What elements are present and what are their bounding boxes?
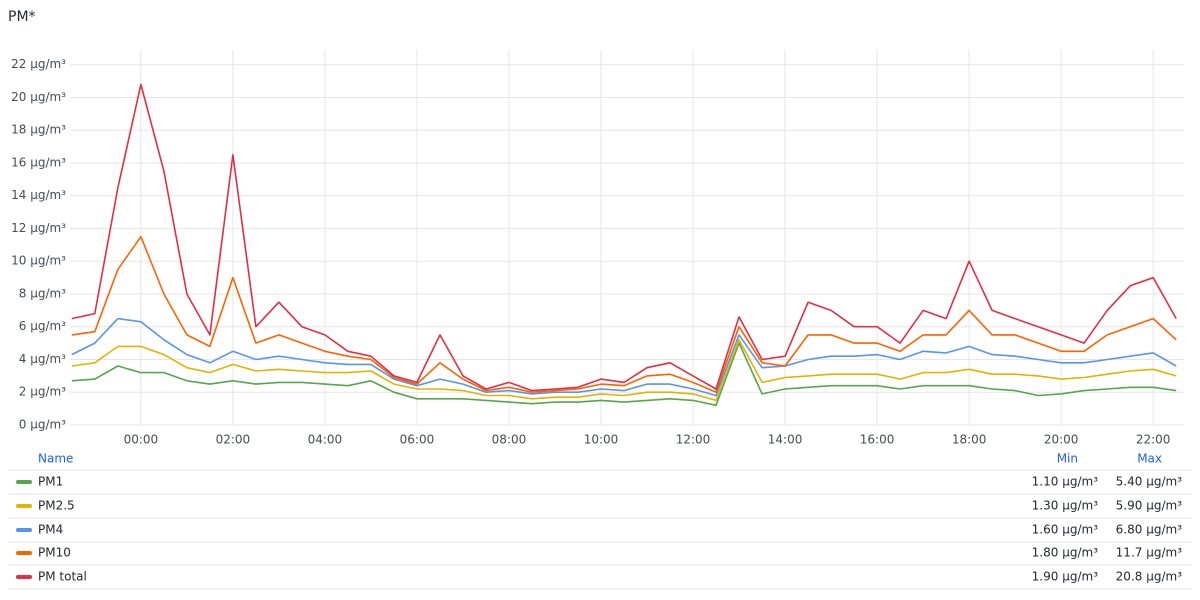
y-tick-label: 10 µg/m³ — [11, 254, 66, 268]
legend-max: 11.7 µg/m³ — [1116, 546, 1183, 560]
legend-max: 5.90 µg/m³ — [1116, 499, 1183, 513]
series-line — [71, 83, 1177, 392]
y-tick-label: 12 µg/m³ — [11, 221, 66, 235]
y-tick-label: 2 µg/m³ — [19, 385, 66, 399]
y-tick-label: 6 µg/m³ — [19, 319, 66, 333]
y-tick-label: 0 µg/m³ — [19, 418, 66, 432]
legend-header-min[interactable]: Min — [1057, 452, 1078, 466]
legend-header-max[interactable]: Max — [1137, 452, 1162, 466]
x-tick-label: 08:00 — [492, 433, 527, 447]
x-tick-label: 22:00 — [1136, 433, 1171, 447]
x-tick-label: 12:00 — [676, 433, 711, 447]
legend-name[interactable]: PM2.5 — [38, 499, 75, 513]
x-tick-label: 00:00 — [124, 433, 159, 447]
legend-name[interactable]: PM4 — [38, 523, 63, 537]
x-tick-label: 16:00 — [860, 433, 895, 447]
legend-min: 1.60 µg/m³ — [1032, 523, 1099, 537]
series-line — [71, 342, 1177, 407]
y-tick-label: 14 µg/m³ — [11, 188, 66, 202]
series-line — [71, 317, 1177, 397]
y-tick-label: 20 µg/m³ — [11, 90, 66, 104]
panel-title: PM* — [8, 9, 36, 25]
x-tick-label: 04:00 — [308, 433, 343, 447]
legend-min: 1.80 µg/m³ — [1032, 546, 1099, 560]
legend-max: 6.80 µg/m³ — [1116, 523, 1183, 537]
x-tick-label: 18:00 — [952, 433, 987, 447]
x-tick-label: 02:00 — [216, 433, 251, 447]
legend-name[interactable]: PM1 — [38, 475, 63, 489]
legend-max: 20.8 µg/m³ — [1116, 570, 1183, 584]
x-tick-label: 14:00 — [768, 433, 803, 447]
y-tick-label: 16 µg/m³ — [11, 155, 66, 169]
legend-name[interactable]: PM10 — [38, 546, 71, 560]
x-tick-label: 06:00 — [400, 433, 435, 447]
legend-min: 1.90 µg/m³ — [1032, 570, 1099, 584]
y-tick-label: 22 µg/m³ — [11, 57, 66, 71]
legend-header-name[interactable]: Name — [38, 452, 73, 466]
x-tick-label: 10:00 — [584, 433, 619, 447]
y-tick-label: 4 µg/m³ — [19, 352, 66, 366]
y-tick-label: 8 µg/m³ — [19, 286, 66, 300]
legend-name[interactable]: PM total — [38, 570, 87, 584]
x-tick-label: 20:00 — [1044, 433, 1079, 447]
legend-min: 1.30 µg/m³ — [1032, 499, 1099, 513]
series-line — [71, 235, 1177, 393]
legend-min: 1.10 µg/m³ — [1032, 475, 1099, 489]
legend-max: 5.40 µg/m³ — [1116, 475, 1183, 489]
series-line — [71, 339, 1177, 402]
y-tick-label: 18 µg/m³ — [11, 123, 66, 137]
